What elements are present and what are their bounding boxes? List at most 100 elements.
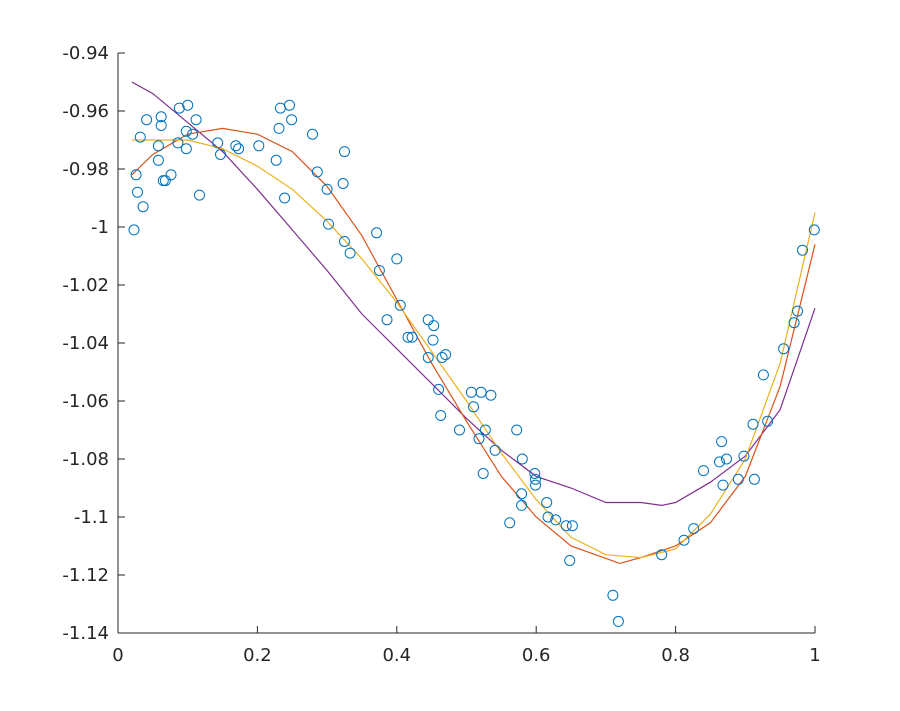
data-point — [560, 520, 572, 532]
y-tick-label: -1.08 — [62, 449, 109, 470]
data-point — [172, 137, 184, 149]
data-point — [485, 389, 497, 401]
data-point — [182, 99, 194, 111]
data-point — [797, 244, 808, 256]
data-point — [273, 122, 285, 134]
data-point — [435, 410, 447, 421]
data-point — [284, 99, 295, 111]
data-point — [475, 386, 487, 398]
data-point — [762, 415, 774, 427]
data-point — [433, 383, 445, 395]
data-point — [130, 169, 142, 181]
data-point — [132, 186, 143, 198]
data-point — [529, 468, 541, 479]
y-tick-label: -1.12 — [62, 565, 109, 586]
y-tick-label: -1 — [91, 217, 109, 238]
data-point — [454, 424, 465, 436]
data-point — [339, 146, 350, 158]
x-tick-label: 0.6 — [522, 645, 551, 666]
data-point — [391, 253, 403, 265]
data-point — [253, 140, 265, 152]
data-point — [155, 111, 167, 123]
data-point — [550, 514, 562, 526]
data-point — [212, 137, 224, 149]
data-point — [612, 615, 624, 627]
data-point — [339, 236, 350, 247]
data-point — [607, 589, 619, 601]
data-point — [479, 424, 491, 436]
data-point — [428, 320, 440, 332]
chart-axes: 0 0.2 0.4 0.6 0.8 1 -0.94 -0.96 -0.98 -1 -1.02 -1.0… — [62, 43, 820, 666]
data-point — [757, 369, 769, 381]
x-tick-label: 0 — [112, 645, 123, 666]
data-point — [323, 218, 334, 230]
x-tick-label: 0.4 — [382, 645, 411, 666]
data-point — [808, 224, 820, 236]
data-point — [155, 120, 167, 131]
data-point — [516, 453, 528, 465]
data-point — [180, 125, 192, 137]
data-point — [656, 549, 668, 561]
data-point — [516, 488, 528, 500]
data-point — [406, 331, 418, 343]
data-point — [137, 201, 149, 213]
data-point — [373, 265, 385, 276]
data-point — [747, 418, 759, 430]
data-point — [321, 183, 333, 195]
data-point — [698, 465, 709, 477]
data-point — [792, 305, 804, 317]
data-point — [165, 169, 177, 181]
data-point — [717, 479, 729, 491]
y-tick-label: -1.02 — [62, 275, 109, 296]
y-tick-label: -0.96 — [62, 101, 109, 122]
data-point — [141, 114, 153, 126]
data-point — [566, 520, 578, 532]
data-point — [194, 189, 205, 201]
data-point — [152, 140, 164, 152]
y-tick-label: -0.94 — [62, 43, 109, 64]
data-point — [344, 247, 356, 259]
data-point — [721, 453, 732, 465]
data-point — [477, 468, 489, 479]
data-point — [159, 175, 171, 187]
data-point — [748, 473, 760, 485]
data-point — [180, 143, 192, 155]
data-point — [233, 143, 245, 155]
data-point — [187, 128, 199, 140]
data-point — [542, 511, 554, 523]
data-point — [371, 227, 383, 239]
y-tick-label: -1.14 — [62, 623, 109, 644]
data-point — [778, 343, 790, 355]
data-point — [504, 517, 516, 529]
data-point — [511, 424, 523, 436]
data-point — [307, 128, 318, 140]
data-point — [473, 433, 485, 445]
data-point — [134, 131, 146, 143]
y-tick-label: -1.06 — [62, 391, 109, 412]
data-point — [489, 444, 501, 456]
data-point — [394, 299, 406, 311]
data-point — [427, 334, 439, 346]
data-point — [270, 154, 282, 166]
x-tick-label: 0.2 — [243, 645, 272, 666]
data-point — [436, 352, 448, 363]
data-point — [402, 331, 414, 343]
data-point — [381, 314, 393, 326]
x-tick-label: 1 — [809, 645, 820, 666]
data-point — [128, 224, 140, 236]
data-point — [541, 497, 553, 508]
data-point — [422, 314, 434, 326]
data-point — [714, 456, 725, 468]
data-point — [440, 349, 452, 361]
y-tick-label: -1.04 — [62, 333, 109, 354]
data-point — [311, 166, 323, 178]
data-point — [230, 140, 242, 152]
data-point — [279, 192, 291, 204]
data-point — [516, 499, 528, 511]
x-tick-label: 0.8 — [661, 645, 690, 666]
data-point — [688, 523, 700, 535]
data-point — [788, 317, 800, 329]
data-point — [678, 534, 690, 546]
data-point — [468, 401, 479, 413]
data-point — [422, 352, 434, 363]
